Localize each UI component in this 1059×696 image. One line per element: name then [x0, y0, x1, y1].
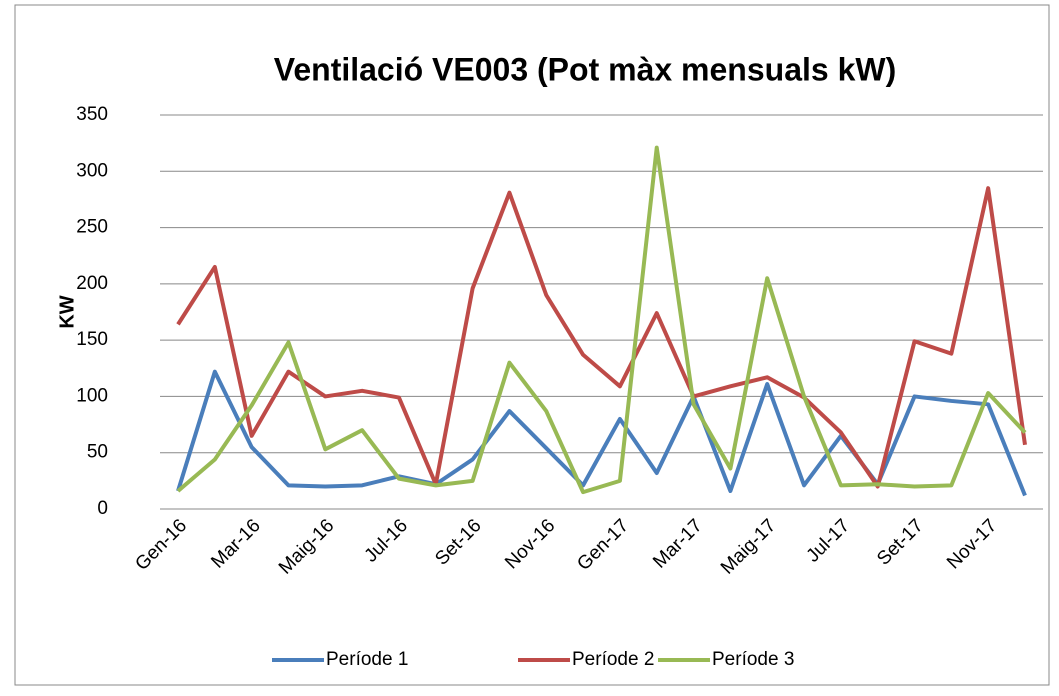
y-tick-label: 0	[97, 498, 108, 519]
series-line	[176, 186, 1027, 489]
y-tick-label: 100	[76, 385, 108, 406]
legend-label: Període 1	[326, 649, 408, 670]
y-tick-label: 250	[76, 217, 108, 238]
y-tick-label: 150	[76, 329, 108, 350]
y-tick-label: 200	[76, 273, 108, 294]
y-tick-label: 50	[87, 442, 108, 463]
y-axis-label: KW	[56, 295, 78, 328]
legend-label: Període 2	[572, 649, 654, 670]
chart-title: Ventilació VE003 (Pot màx mensuals kW)	[274, 51, 896, 87]
legend-label: Període 3	[712, 649, 794, 670]
series-line	[176, 145, 1027, 495]
chart-frame	[14, 4, 1050, 686]
y-tick-label: 300	[76, 160, 108, 181]
y-tick-label: 350	[76, 104, 108, 125]
